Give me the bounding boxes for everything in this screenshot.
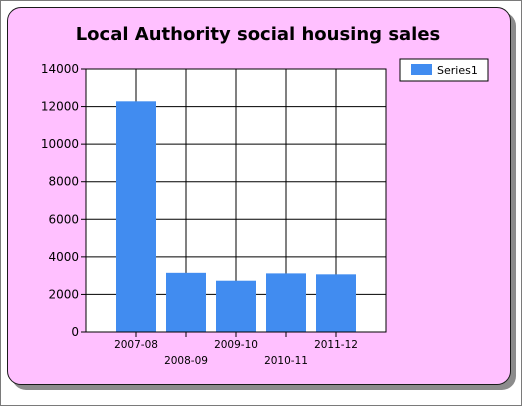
bar [216,280,256,332]
x-tick-label: 2010-11 [264,355,308,367]
bar [166,272,206,332]
bar [266,273,306,332]
plot-area: 0 2000 4000 6000 8000 10000 12000 14000 2007-08 2… [41,62,387,367]
bar [116,101,156,332]
y-tick-label: 12000 [41,100,79,114]
x-tick-label: 2009-10 [214,339,258,351]
bar [316,274,356,332]
y-tick-label: 8000 [48,175,79,189]
y-tick-label: 4000 [48,250,79,264]
x-tick-label: 2008-09 [164,355,208,367]
y-tick-label: 0 [71,325,79,339]
x-tick-label: 2011-12 [314,339,358,351]
y-tick-label: 2000 [48,287,79,301]
legend-label: Series1 [437,64,478,77]
y-tick-label: 6000 [48,212,79,226]
y-tick-label: 14000 [41,62,79,76]
legend: Series1 [399,58,489,82]
x-tick-label: 2007-08 [114,339,158,351]
legend-swatch [411,64,432,75]
chart-title: Local Authority social housing sales [76,24,441,45]
y-tick-label: 10000 [41,137,79,151]
